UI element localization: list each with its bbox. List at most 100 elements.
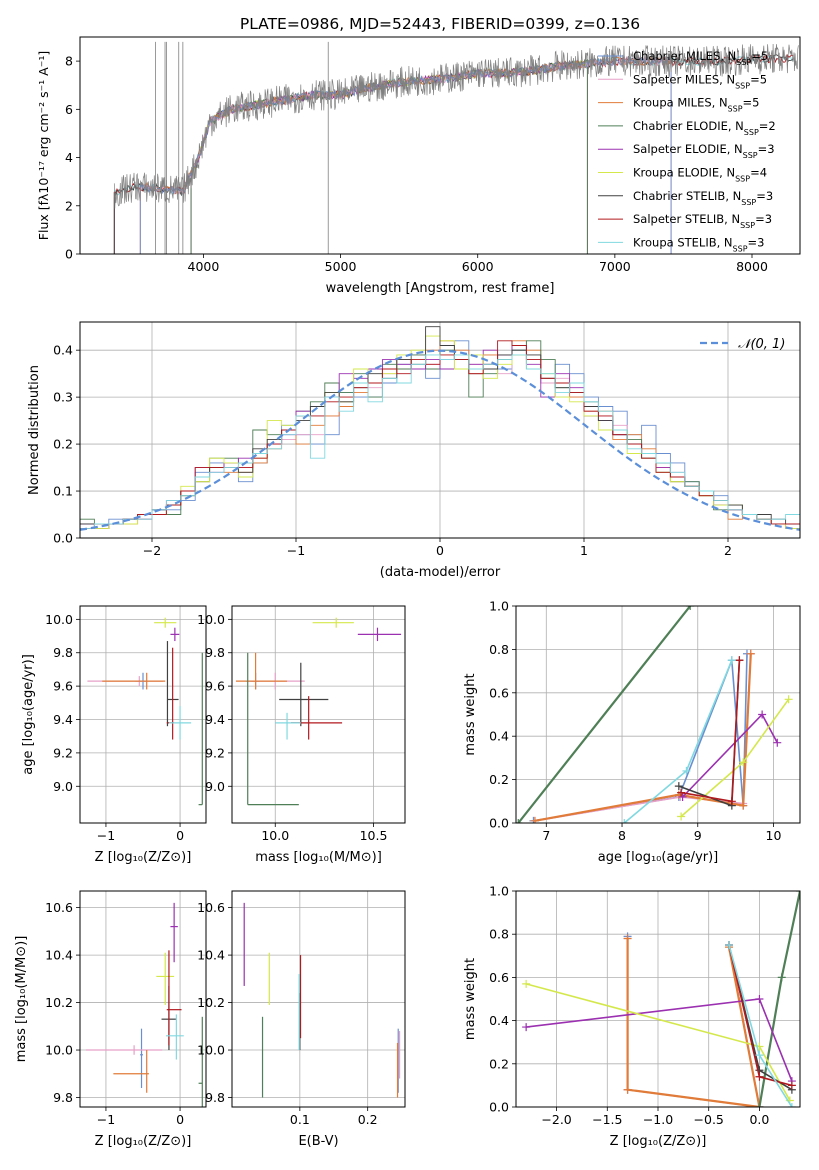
plot-area (243, 902, 401, 1098)
y-tick-label: 9.8 (53, 645, 73, 660)
y-tick-label: 0.6 (489, 685, 509, 700)
y-tick-label: 10.4 (45, 948, 73, 963)
y-tick-label: 9.8 (205, 1090, 225, 1105)
x-axis-label: Z [log₁₀(Z/Z⊙)] (610, 1134, 707, 1149)
x-tick-label: 4000 (188, 259, 220, 274)
mass-weight-marker (623, 1085, 632, 1094)
x-tick-label: 8 (618, 828, 626, 843)
y-tick-label: 10.2 (45, 995, 73, 1010)
legend-label: Salpeter STELIB, NSSP=3 (633, 212, 772, 230)
panel-weight_vs_age: 7 8 9 10 0.0 0.2 0.4 0.6 0.8 1.0 age [log₁₀(age/yr… (463, 599, 801, 865)
mass-weight-marker (516, 819, 523, 823)
x-tick-label: 2 (724, 543, 732, 558)
mass-weight-marker (623, 934, 632, 943)
axes-frame (231, 890, 406, 1108)
y-tick-label: 0.2 (489, 772, 509, 787)
plot-area (113, 41, 799, 254)
mass-weight-marker (755, 1103, 764, 1107)
y-tick-label: 9.4 (205, 712, 225, 727)
y-tick-label: 9.2 (205, 745, 225, 760)
mass-weight-marker (735, 656, 744, 665)
y-tick-label: 9.0 (205, 779, 225, 794)
mass-weight-marker (677, 812, 686, 821)
panel-residuals: −2 −1 0 1 2 0.0 0.1 0.2 0.3 0.4 (data-model)/error… (27, 321, 801, 580)
x-tick-label: 6000 (462, 259, 494, 274)
panel-age_vs_Z: −1 0 9.0 9.2 9.4 9.6 9.8 10.0 Z [log₁₀(Z/Z⊙)] age… (21, 605, 207, 865)
y-tick-label: 9.2 (53, 745, 73, 760)
x-tick-label: 0.1 (290, 1112, 310, 1127)
y-tick-label: 0.0 (489, 1100, 509, 1115)
mass-weight-marker (787, 1103, 796, 1107)
legend-label: Kroupa MILES, NSSP=5 (633, 96, 759, 114)
x-axis-label: E(B-V) (298, 1134, 338, 1149)
x-tick-label: −1 (97, 828, 115, 843)
mass-weight-marker (682, 766, 691, 775)
plot-area (522, 891, 800, 1107)
mass-weight-marker (739, 801, 748, 810)
legend-label: Salpeter MILES, NSSP=5 (633, 72, 767, 90)
x-axis-label: (data-model)/error (380, 565, 501, 580)
y-axis-label: age [log₁₀(age/yr)] (21, 654, 36, 775)
plot-area (516, 606, 793, 823)
mass-weight-marker (727, 656, 736, 665)
x-tick-label: −1 (97, 1112, 115, 1127)
y-tick-label: 4 (65, 150, 73, 165)
plot-area (87, 617, 203, 806)
y-tick-label: 10.4 (197, 948, 225, 963)
y-tick-label: 2 (65, 198, 73, 213)
y-tick-label: 9.6 (205, 679, 225, 694)
mass-weight-marker (522, 1023, 531, 1032)
panel-age_vs_mass: 10.0 10.5 9.0 9.2 9.4 9.6 9.8 10.0 mass [log₁₀(M… (197, 605, 406, 865)
y-tick-label: 10.2 (197, 995, 225, 1010)
x-tick-label: 7 (542, 828, 550, 843)
y-tick-label: 0 (65, 247, 73, 262)
y-tick-label: 0.0 (53, 531, 73, 546)
axes-frame (515, 605, 801, 824)
panel-weight_vs_Z: −2.0 −1.5 −1.0 −0.5 0.0 0.0 0.2 0.4 0.6 0.8 1.0 Z [… (463, 884, 801, 1149)
x-axis-label: Z [log₁₀(Z/Z⊙)] (95, 1134, 192, 1149)
y-axis-label: Normed distribution (27, 365, 42, 495)
y-tick-label: 9.8 (205, 645, 225, 660)
y-tick-label: 9.8 (53, 1090, 73, 1105)
x-tick-label: 8000 (736, 259, 768, 274)
y-tick-label: 0.4 (53, 343, 73, 358)
x-tick-label: 0 (176, 828, 184, 843)
residual-histogram (80, 354, 800, 530)
y-tick-label: 1.0 (489, 884, 509, 899)
axes-frame (79, 605, 207, 824)
mass-weight-marker (787, 1081, 796, 1090)
x-tick-label: −1.5 (592, 1112, 622, 1127)
mass-weight-marker (725, 941, 733, 949)
y-tick-label: 0.3 (53, 390, 73, 405)
mass-weight-marker (755, 995, 764, 1003)
mass-weight-marker (784, 695, 793, 704)
plot-area (235, 617, 402, 806)
mass-weight-marker (727, 797, 736, 806)
mass-weight-marker (674, 782, 683, 791)
mass-weight-marker (777, 973, 786, 982)
mass-weight-marker (773, 738, 782, 747)
y-tick-label: 10.0 (197, 1043, 225, 1058)
x-tick-label: 0.0 (749, 1112, 769, 1127)
legend-label: Chabrier ELODIE, NSSP=2 (633, 119, 776, 137)
x-axis-label: age [log₁₀(age/yr)] (598, 850, 719, 865)
x-axis-label: Z [log₁₀(Z/Z⊙)] (95, 850, 192, 865)
x-tick-label: 1 (580, 543, 588, 558)
mass-weight-marker (522, 979, 531, 988)
y-tick-label: 9.6 (53, 679, 73, 694)
x-tick-label: 0 (176, 1112, 184, 1127)
axes-frame (79, 36, 801, 255)
legend-label: Chabrier MILES, NSSP=5 (633, 49, 768, 67)
y-tick-label: 10.0 (45, 612, 73, 627)
legend-label: Kroupa ELODIE, NSSP=4 (633, 166, 767, 184)
y-tick-label: 0.6 (489, 970, 509, 985)
mass-weight-marker (686, 606, 695, 610)
x-tick-label: −0.5 (694, 1112, 724, 1127)
gaussian-curve (80, 349, 800, 531)
y-tick-label: 10.0 (197, 612, 225, 627)
y-tick-label: 0.4 (489, 729, 509, 744)
mass-weight-marker (758, 710, 767, 719)
x-tick-label: 10.0 (261, 828, 289, 843)
y-tick-label: 0.2 (53, 437, 73, 452)
